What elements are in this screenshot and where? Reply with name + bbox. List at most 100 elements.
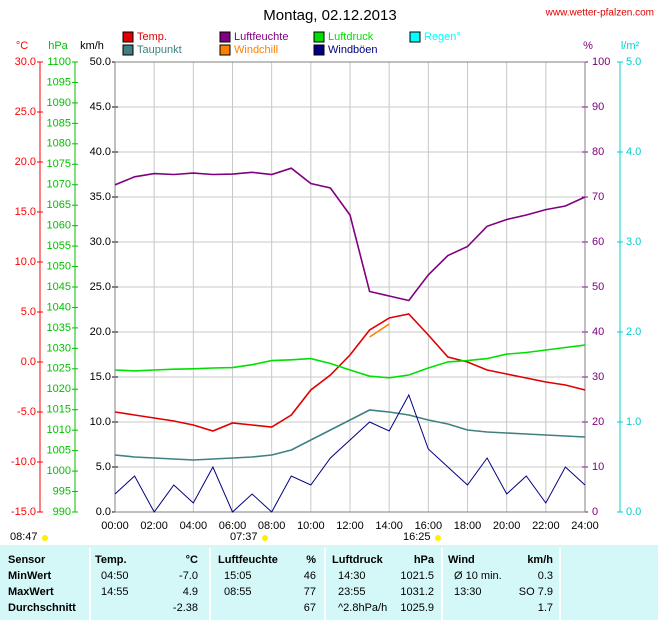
- y-tick-label: 1100: [47, 56, 71, 68]
- table-cell: 77: [304, 586, 316, 598]
- y-tick-label: 1050: [47, 260, 71, 272]
- legend-swatch: [219, 31, 231, 43]
- legend-swatch: [122, 44, 134, 56]
- legend-label: Windböen: [328, 44, 378, 56]
- y-tick-label: 1010: [47, 424, 71, 436]
- table-header: km/h: [527, 554, 553, 566]
- x-tick-label: 18:00: [454, 520, 482, 532]
- y-tick-label: 10: [592, 461, 604, 473]
- x-tick-label: 04:00: [180, 520, 208, 532]
- y-tick-label: 1035: [47, 322, 71, 334]
- y-tick-label: 50.0: [90, 56, 111, 68]
- axis-label: km/h: [80, 40, 104, 52]
- y-tick-label: 1.0: [626, 416, 641, 428]
- y-tick-label: 1090: [47, 97, 71, 109]
- y-tick-label: 1070: [47, 179, 71, 191]
- table-row-label: Durchschnitt: [8, 602, 76, 614]
- table-header: hPa: [414, 554, 435, 566]
- y-tick-label: 80: [592, 146, 604, 158]
- table-header: Sensor: [8, 554, 46, 566]
- y-tick-label: 0: [592, 506, 598, 518]
- series-line: [114, 313, 586, 432]
- table-header: Luftfeuchte: [218, 554, 278, 566]
- x-tick-label: 20:00: [493, 520, 521, 532]
- y-tick-label: -10.0: [11, 456, 36, 468]
- x-tick-label: 16:00: [415, 520, 443, 532]
- y-tick-label: 30.0: [90, 236, 111, 248]
- y-tick-label: 1030: [47, 342, 71, 354]
- y-tick-label: 30: [592, 371, 604, 383]
- y-tick-label: 1080: [47, 138, 71, 150]
- table-header: Wind: [448, 554, 475, 566]
- table-header: Temp.: [95, 554, 127, 566]
- legend-label: Windchill: [234, 44, 278, 56]
- legend-label: Taupunkt: [137, 44, 182, 56]
- x-tick-label: 08:00: [258, 520, 286, 532]
- y-tick-label: 995: [53, 485, 71, 497]
- plot-frame: [114, 61, 586, 513]
- table-cell: 08:55: [224, 586, 252, 598]
- y-tick-label: 1000: [47, 465, 71, 477]
- x-tick-label: 10:00: [297, 520, 325, 532]
- y-tick-label: 30.0: [15, 56, 36, 68]
- legend-swatch: [313, 31, 325, 43]
- x-tick-label: 02:00: [140, 520, 168, 532]
- y-tick-label: -15.0: [11, 506, 36, 518]
- table-cell: 1.7: [538, 602, 553, 614]
- series-line: [114, 393, 586, 513]
- y-tick-label: 1085: [47, 117, 71, 129]
- legend-swatch: [313, 44, 325, 56]
- y-tick-label: 5.0: [626, 56, 641, 68]
- source: www.wetter-pfalzen.com: [545, 8, 654, 19]
- y-tick-label: 10.0: [90, 416, 111, 428]
- table-cell: 67: [304, 602, 316, 614]
- y-tick-label: 1075: [47, 158, 71, 170]
- y-tick-label: 2.0: [626, 326, 641, 338]
- table-cell: Ø 10 min.: [454, 570, 502, 582]
- y-tick-label: 20.0: [15, 156, 36, 168]
- annotation: 16:25: [403, 531, 431, 543]
- table-cell: 46: [304, 570, 316, 582]
- y-tick-label: 5.0: [96, 461, 111, 473]
- table-cell: 23:55: [338, 586, 366, 598]
- y-tick-label: 15.0: [15, 206, 36, 218]
- y-tick-label: 15.0: [90, 371, 111, 383]
- series-line: [369, 323, 390, 338]
- table-cell: -7.0: [179, 570, 198, 582]
- y-tick-label: 25.0: [90, 281, 111, 293]
- axis-label: °C: [16, 40, 28, 52]
- x-tick-label: 00:00: [101, 520, 129, 532]
- y-tick-label: 20: [592, 416, 604, 428]
- y-tick-label: 0.0: [21, 356, 36, 368]
- legend-label: Luftfeuchte: [234, 31, 288, 43]
- table-header: °C: [186, 554, 198, 566]
- series-line: [114, 344, 586, 379]
- legend-swatch: [409, 31, 421, 43]
- table-cell: 1025.9: [400, 602, 434, 614]
- y-tick-label: 1025: [47, 363, 71, 375]
- y-tick-label: 1055: [47, 240, 71, 252]
- table-cell: 15:05: [224, 570, 252, 582]
- x-tick-label: 14:00: [375, 520, 403, 532]
- y-tick-label: 3.0: [626, 236, 641, 248]
- table-row-label: MaxWert: [8, 586, 54, 598]
- y-tick-label: 1040: [47, 301, 71, 313]
- y-tick-label: 1065: [47, 199, 71, 211]
- stats-background: [0, 545, 658, 620]
- table-cell: 1031.2: [400, 586, 434, 598]
- axis-label: %: [583, 40, 593, 52]
- y-tick-label: 70: [592, 191, 604, 203]
- sun-icon: [435, 535, 441, 541]
- y-tick-label: -5.0: [17, 406, 36, 418]
- annotation: 07:37: [230, 531, 258, 543]
- y-tick-label: 100: [592, 56, 610, 68]
- legend-label: Luftdruck: [328, 31, 374, 43]
- series-line: [114, 167, 586, 302]
- x-tick-label: 12:00: [336, 520, 364, 532]
- sun-icon: [262, 535, 268, 541]
- legend-swatch: [122, 31, 134, 43]
- y-tick-label: 1060: [47, 220, 71, 232]
- annotation: 08:47: [10, 531, 38, 543]
- y-tick-label: 1045: [47, 281, 71, 293]
- y-tick-label: 45.0: [90, 101, 111, 113]
